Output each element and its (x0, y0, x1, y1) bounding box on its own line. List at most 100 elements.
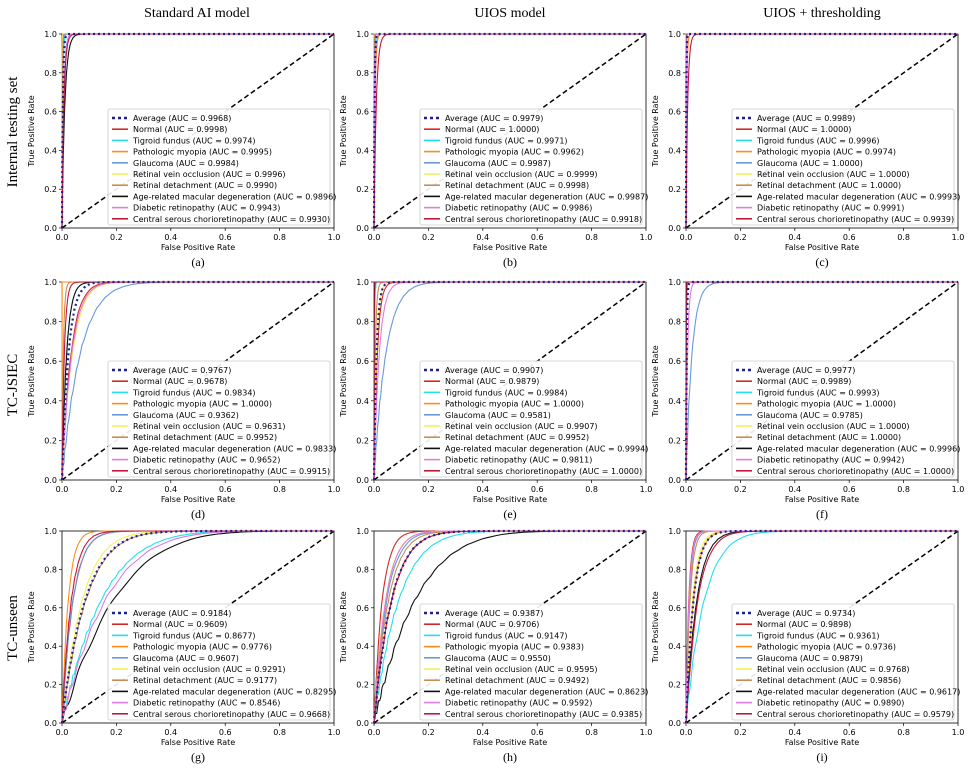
y-axis-label: True Positive Rate (339, 591, 348, 663)
x-tick-label: 1.0 (328, 233, 341, 242)
legend-entry: Age-related macular degeneration (AUC = … (133, 444, 336, 453)
x-tick-label: 0.6 (531, 233, 544, 242)
legend-entry: Average (AUC = 0.9989) (757, 114, 855, 123)
legend-entry: Retinal detachment (AUC = 1.0000) (757, 181, 901, 190)
legend-entry: Retinal vein occlusion (AUC = 0.9631) (133, 422, 286, 431)
legend-entry: Central serous chorioretinopathy (AUC = … (757, 467, 954, 476)
x-tick-label: 0.0 (368, 728, 381, 737)
y-tick-label: 0.6 (356, 108, 369, 117)
legend-entry: Diabetic retinopathy (AUC = 0.9652) (133, 456, 280, 465)
legend-entry: Average (AUC = 0.9184) (133, 609, 231, 618)
legend-entry: Retinal detachment (AUC = 0.9998) (445, 181, 589, 190)
x-tick-label: 0.4 (788, 233, 801, 242)
x-tick-label: 0.0 (56, 728, 69, 737)
y-tick-label: 0.4 (356, 397, 369, 406)
chart-panel: 0.0 0.2 0.4 0.6 0.8 1.0 0.0 0.2 0.4 0.6 0.8 1.0 Fals… (339, 527, 652, 764)
legend-entry: Average (AUC = 0.9977) (757, 366, 855, 375)
legend-entry: Glaucoma (AUC = 0.9984) (133, 159, 239, 168)
row-title: TC-unseen (5, 595, 21, 661)
y-tick-label: 0.2 (668, 681, 681, 690)
y-tick-label: 0.0 (356, 476, 369, 485)
y-tick-label: 0.0 (356, 224, 369, 233)
legend-entry: Average (AUC = 0.9968) (133, 114, 231, 123)
y-tick-label: 1.0 (44, 30, 57, 39)
x-tick-label: 0.8 (897, 233, 910, 242)
legend-entry: Retinal vein occlusion (AUC = 0.9999) (445, 170, 598, 179)
legend-entry: Pathologic myopia (AUC = 1.0000) (133, 400, 272, 409)
legend-box (731, 360, 955, 478)
x-tick-label: 0.8 (273, 233, 286, 242)
legend-box (107, 108, 331, 226)
y-tick-label: 0.8 (356, 565, 369, 574)
y-tick-label: 0.8 (356, 69, 369, 78)
legend-entry: Normal (AUC = 0.9998) (133, 125, 227, 134)
legend-entry: Tigroid fundus (AUC = 0.9147) (444, 631, 568, 640)
y-tick-label: 0.2 (44, 681, 57, 690)
legend-entry: Glaucoma (AUC = 0.9879) (757, 654, 863, 663)
y-tick-label: 0.4 (44, 397, 57, 406)
panels-group: 0.0 0.2 0.4 0.6 0.8 1.0 0.0 0.2 0.4 0.6 0.8 1.0 Fals… (27, 30, 964, 764)
legend-entry: Average (AUC = 0.9387) (445, 609, 543, 618)
x-tick-label: 0.2 (734, 485, 747, 494)
legend-entry: Pathologic myopia (AUC = 0.9974) (757, 148, 896, 157)
legend-box (419, 360, 643, 478)
x-tick-label: 0.0 (680, 485, 693, 494)
legend-entry: Tigroid fundus (AUC = 0.9361) (756, 631, 880, 640)
y-axis-label: True Positive Rate (651, 345, 660, 417)
legend-entry: Age-related macular degeneration (AUC = … (757, 687, 960, 696)
x-tick-label: 0.2 (422, 485, 435, 494)
chart-panel: 0.0 0.2 0.4 0.6 0.8 1.0 0.0 0.2 0.4 0.6 0.8 1.0 Fals… (339, 30, 652, 269)
legend-entry: Age-related macular degeneration (AUC = … (757, 192, 960, 201)
legend-entry: Central serous chorioretinopathy (AUC = … (445, 467, 642, 476)
x-tick-label: 0.4 (476, 485, 489, 494)
legend-entry: Glaucoma (AUC = 0.9785) (757, 411, 863, 420)
x-tick-label: 0.8 (273, 485, 286, 494)
legend-entry: Central serous chorioretinopathy (AUC = … (445, 215, 642, 224)
legend-entry: Normal (AUC = 0.9706) (445, 620, 539, 629)
x-axis-label: False Positive Rate (473, 495, 547, 504)
y-tick-label: 0.6 (668, 604, 681, 613)
y-axis-label: True Positive Rate (27, 95, 36, 167)
legend-entry: Normal (AUC = 0.9609) (133, 620, 227, 629)
legend-entry: Age-related macular degeneration (AUC = … (445, 687, 648, 696)
legend-entry: Normal (AUC = 0.9898) (757, 620, 851, 629)
legend-entry: Pathologic myopia (AUC = 0.9995) (133, 148, 272, 157)
y-tick-label: 0.2 (356, 436, 369, 445)
legend-entry: Retinal vein occlusion (AUC = 0.9907) (445, 422, 598, 431)
legend-entry: Normal (AUC = 0.9678) (133, 377, 227, 386)
x-tick-label: 0.0 (368, 485, 381, 494)
legend-entry: Average (AUC = 0.9979) (445, 114, 543, 123)
chart-panel: 0.0 0.2 0.4 0.6 0.8 1.0 0.0 0.2 0.4 0.6 0.8 1.0 Fals… (339, 278, 652, 521)
legend-entry: Age-related macular degeneration (AUC = … (133, 192, 336, 201)
panel-caption: (d) (191, 507, 205, 521)
legend-entry: Retinal vein occlusion (AUC = 1.0000) (757, 422, 910, 431)
legend-entry: Glaucoma (AUC = 0.9362) (133, 411, 239, 420)
y-tick-label: 0.8 (44, 318, 57, 327)
panel-caption: (a) (191, 255, 204, 269)
x-tick-label: 0.4 (788, 728, 801, 737)
legend-entry: Central serous chorioretinopathy (AUC = … (133, 215, 330, 224)
legend-entry: Retinal detachment (AUC = 0.9952) (133, 433, 277, 442)
y-tick-label: 0.4 (668, 397, 681, 406)
y-tick-label: 0.4 (44, 642, 57, 651)
roc-curve-average (372, 280, 646, 481)
chart-panel: 0.0 0.2 0.4 0.6 0.8 1.0 0.0 0.2 0.4 0.6 0.8 1.0 Fals… (27, 30, 340, 269)
legend-entry: Normal (AUC = 0.9879) (445, 377, 539, 386)
legend-entry: Retinal detachment (AUC = 0.9177) (133, 676, 277, 685)
y-axis-label: True Positive Rate (339, 95, 348, 167)
y-tick-label: 0.0 (44, 476, 57, 485)
y-tick-label: 0.8 (44, 69, 57, 78)
legend-entry: Pathologic myopia (AUC = 1.0000) (445, 400, 584, 409)
legend-entry: Central serous chorioretinopathy (AUC = … (757, 710, 954, 719)
x-tick-label: 0.6 (843, 233, 856, 242)
y-tick-label: 1.0 (44, 278, 57, 287)
x-axis-label: False Positive Rate (161, 243, 235, 252)
y-tick-label: 1.0 (668, 527, 681, 536)
y-tick-label: 0.0 (668, 476, 681, 485)
y-tick-label: 0.2 (44, 185, 57, 194)
x-tick-label: 0.8 (585, 485, 598, 494)
x-tick-label: 1.0 (640, 485, 653, 494)
y-axis-label: True Positive Rate (651, 591, 660, 663)
x-tick-label: 1.0 (952, 233, 965, 242)
x-tick-label: 0.8 (897, 728, 910, 737)
